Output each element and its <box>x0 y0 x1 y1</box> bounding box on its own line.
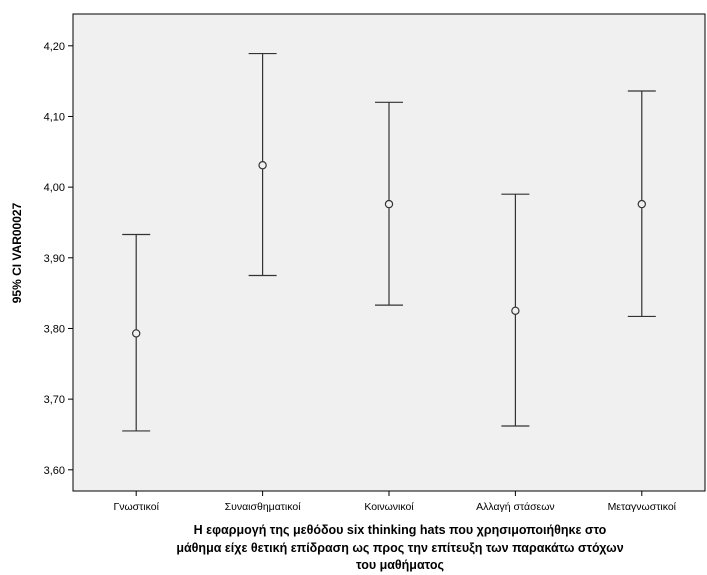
y-tick-label: 4,10 <box>44 111 65 123</box>
error-bars <box>122 52 656 432</box>
x-axis-title-line-2: μάθημα είχε θετική επίδραση ως προς την … <box>176 541 623 555</box>
mean-point <box>637 199 647 209</box>
error-bar <box>375 101 403 306</box>
y-tick-label: 3,60 <box>44 465 65 477</box>
x-axis-title-line-3: του μαθήματος <box>356 558 444 572</box>
error-bar <box>627 90 656 318</box>
y-tick-label: 4,00 <box>44 182 65 194</box>
error-bar <box>501 193 530 427</box>
x-tick-label: Αλλαγή στάσεων <box>476 501 555 513</box>
mean-point <box>511 306 520 315</box>
y-tick-label: 3,90 <box>44 253 65 265</box>
y-tick-label: 3,80 <box>44 323 65 335</box>
error-bar <box>248 52 277 277</box>
mean-point <box>258 161 267 170</box>
mean-point <box>384 199 394 209</box>
x-axis: Γνωστικοί Συναισθηματικοί Κοινωνικοί Αλλαγή… <box>113 491 677 513</box>
y-axis: 3,60 3,70 3,80 3,90 4,00 4,10 4,20 <box>44 41 73 477</box>
x-tick-label: Γνωστικοί <box>113 501 159 513</box>
x-tick-label: Μεταγνωστικοί <box>608 501 677 513</box>
x-tick-label: Συναισθηματικοί <box>225 501 302 513</box>
y-tick-label: 4,20 <box>44 41 65 53</box>
mean-point <box>131 329 141 338</box>
x-tick-label: Κοινωνικοί <box>364 501 414 513</box>
y-tick-label: 3,70 <box>44 394 65 406</box>
error-bar <box>122 233 151 432</box>
y-axis-title: 95% CI VAR00027 <box>10 202 24 303</box>
x-axis-title-line-1: Η εφαρμογή της μεθόδου six thinking hats… <box>194 523 607 537</box>
